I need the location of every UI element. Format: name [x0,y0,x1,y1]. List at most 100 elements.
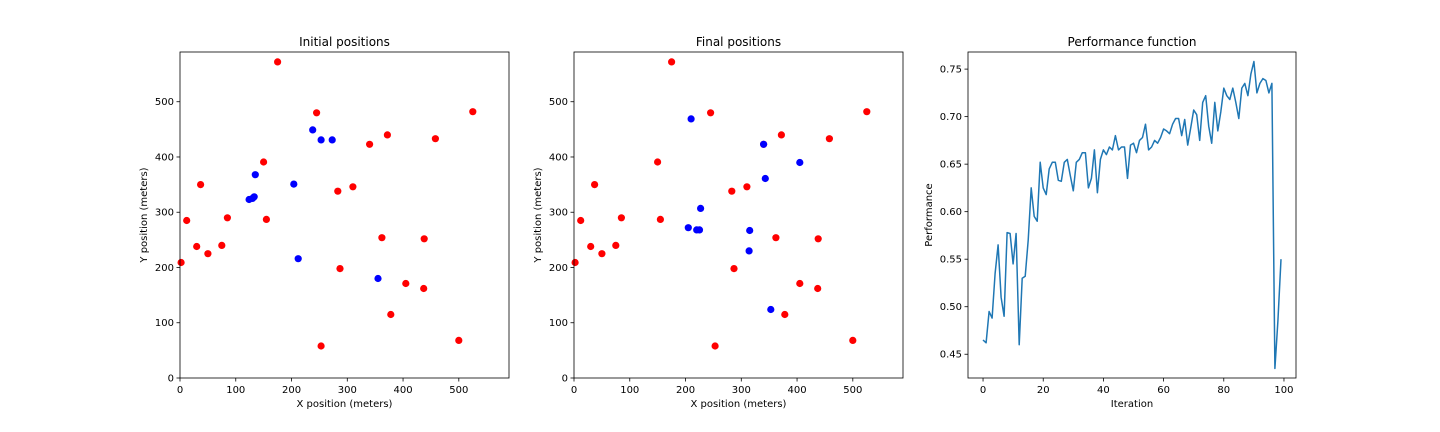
blue-point [745,247,753,255]
red-point [814,284,822,293]
red-point [654,158,662,166]
x-tick-label: 0 [177,385,183,396]
y-tick-label: 0.65 [940,160,962,171]
red-point [218,241,226,249]
axes-frame [967,51,1297,379]
axes-frame [179,51,510,379]
red-point [183,216,191,225]
x-tick-label: 100 [620,385,639,396]
blue-point [309,126,317,134]
y-axis-label: Performance [924,183,935,246]
y-tick-label: 0 [562,374,568,385]
red-point [420,235,428,243]
red-point [366,140,374,148]
y-tick-label: 0.55 [940,255,962,266]
blue-point [760,140,768,148]
x-tick-label: 80 [1217,385,1230,396]
blue-point [374,274,382,283]
red-point [777,131,786,139]
red-point [849,336,857,344]
blue-point [290,180,298,188]
red-point [587,242,595,251]
y-axis-label: Y position (meters) [533,167,544,263]
red-point [383,131,391,139]
blue-point [687,115,695,123]
y-axis-label: Y position (meters) [139,167,150,263]
red-point [711,342,719,350]
x-tick-label: 100 [226,385,245,396]
x-tick-label: 40 [1097,385,1110,396]
y-tick-label: 0.70 [940,112,962,123]
red-point [781,310,789,319]
red-point [668,58,676,66]
final-positions-panel: Final positions X position (meters) Y po… [533,35,904,410]
performance-line [982,60,1282,370]
red-point [420,284,428,293]
blue-point [317,136,325,144]
x-tick-label: 400 [394,385,413,396]
x-tick-label: 200 [676,385,695,396]
x-tick-label: 20 [1037,385,1050,396]
y-tick-label: 300 [549,208,568,219]
red-point [743,183,751,191]
blue-point [695,226,704,234]
blue-point [294,255,302,263]
blue-point [796,158,804,167]
x-tick-label: 100 [1274,385,1293,396]
red-point [402,279,410,288]
chart-title: Initial positions [299,35,390,49]
red-point [193,242,201,251]
red-point [262,215,270,223]
y-tick-label: 200 [549,263,568,274]
red-point [728,187,736,195]
red-point [197,181,205,189]
red-point [730,265,738,273]
x-tick-label: 500 [449,385,468,396]
red-point [591,181,599,189]
blue-point [767,305,775,314]
x-axis-label: X position (meters) [691,399,787,410]
red-point [814,235,822,243]
red-point [571,258,579,267]
red-point [707,109,715,117]
red-point [772,234,780,242]
performance-function-panel: Performance function Iteration Performan… [924,35,1297,410]
red-point [204,250,212,258]
red-point [612,241,620,249]
x-tick-label: 200 [282,385,301,396]
y-tick-label: 400 [549,152,568,163]
initial-positions-panel: Initial positions X position (meters) Y … [139,35,510,410]
blue-point [328,136,336,144]
red-point [455,336,463,344]
y-tick-label: 0 [168,374,174,385]
x-tick-label: 300 [732,385,751,396]
blue-point [697,204,705,212]
red-point [431,135,439,143]
y-tick-label: 400 [155,152,174,163]
chart-title: Performance function [1068,35,1197,49]
x-tick-label: 0 [980,385,986,396]
x-axis-label: Iteration [1111,399,1153,410]
blue-point [761,174,769,183]
red-point [336,265,344,273]
chart-title: Final positions [696,35,781,49]
red-point [313,109,321,117]
red-point [260,158,268,166]
red-point [349,183,357,191]
x-tick-label: 300 [338,385,357,396]
red-point [598,250,606,258]
x-tick-label: 400 [788,385,807,396]
y-tick-label: 0.50 [940,302,962,313]
red-point [469,108,477,116]
y-tick-label: 200 [155,263,174,274]
red-point [378,234,386,242]
y-tick-label: 500 [155,97,174,108]
y-tick-label: 500 [549,97,568,108]
red-point [577,216,585,225]
x-tick-label: 500 [843,385,862,396]
red-point [617,214,626,222]
blue-point [684,224,692,232]
y-tick-label: 0.45 [940,350,962,361]
red-point [177,258,185,267]
red-point [825,135,834,143]
